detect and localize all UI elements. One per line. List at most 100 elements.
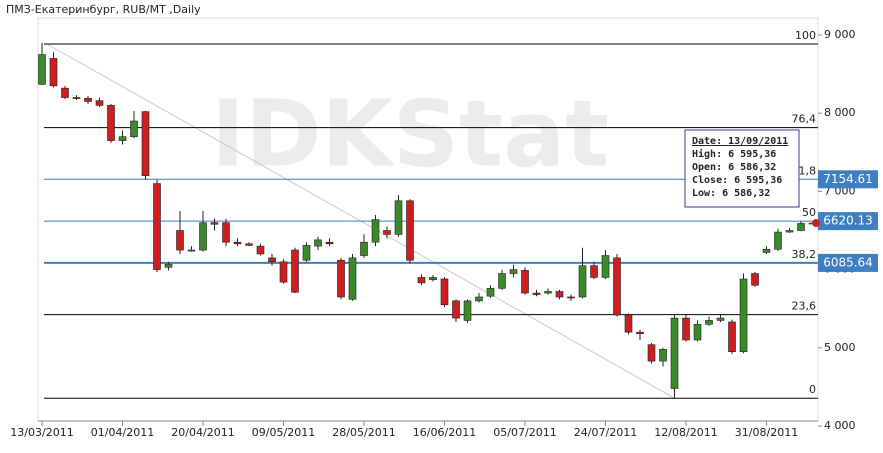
x-tick-label: 13/03/2011: [10, 426, 73, 439]
tooltip-low: Low: 6 586,32: [692, 188, 770, 199]
candle-body: [452, 300, 460, 319]
x-tick-label: 20/04/2011: [171, 426, 234, 439]
y-tick-label: 4 000: [824, 419, 856, 432]
candle-body: [797, 223, 805, 231]
candle-body: [509, 269, 518, 274]
candle-body: [61, 87, 69, 98]
price-box: [818, 253, 878, 272]
candle-body: [440, 278, 449, 306]
x-tick-label: 01/04/2011: [91, 426, 154, 439]
candle-body: [348, 257, 357, 300]
fib-label: 23,6: [792, 300, 817, 313]
candle-body: [670, 317, 679, 389]
y-tick-label: 5 000: [824, 341, 856, 354]
candle-body: [245, 243, 253, 246]
candle-body: [417, 277, 426, 284]
candle-body: [590, 265, 598, 278]
tooltip-high: High: 6 595,36: [692, 148, 776, 160]
tooltip-close: Close: 6 595,36: [692, 175, 782, 186]
candle-body: [716, 317, 725, 321]
candle-body: [279, 261, 288, 283]
price-box: [818, 212, 878, 231]
candle-body: [532, 292, 541, 295]
fib-label: 100: [795, 29, 816, 42]
candle-body: [613, 257, 621, 316]
candle-body: [383, 230, 391, 235]
candle-body: [199, 222, 207, 251]
price-box-label: 6085.64: [823, 255, 873, 269]
x-tick-label: 31/08/2011: [735, 426, 798, 439]
candle-body: [164, 263, 173, 268]
candle-body: [785, 230, 794, 233]
candle-body: [153, 183, 161, 270]
candle-body: [705, 320, 713, 325]
candle-body: [118, 136, 127, 141]
last-price-dot: [812, 219, 820, 228]
tooltip-box: [684, 129, 800, 208]
x-tick-label: 12/08/2011: [654, 426, 717, 439]
candle-body: [291, 249, 299, 293]
candle-body: [84, 98, 92, 102]
candle-body: [762, 248, 771, 253]
candle-body: [774, 231, 782, 250]
price-box-label: 6620.13: [823, 214, 873, 228]
candle-body: [95, 100, 104, 106]
candle-body: [176, 230, 184, 251]
candle-body: [601, 255, 610, 278]
candle-body: [325, 241, 334, 245]
candle-body: [302, 245, 311, 261]
fib-label: 50: [802, 206, 816, 219]
candle-body: [107, 105, 115, 141]
candle-body: [72, 97, 81, 99]
candle-body: [463, 300, 472, 321]
x-tick-label: 09/05/2011: [252, 426, 315, 439]
candle-body: [38, 54, 46, 85]
candle-body: [739, 278, 748, 353]
candle-body: [475, 296, 483, 302]
tooltip-open: Open: 6 586,32: [692, 162, 776, 173]
candle-body: [682, 317, 690, 341]
x-tick-label: 24/07/2011: [574, 426, 637, 439]
x-tick-label: 28/05/2011: [332, 426, 395, 439]
fib-label: 38,2: [792, 248, 817, 261]
candle-body: [555, 291, 564, 298]
watermark: IDKStat: [211, 80, 609, 187]
candle-body: [187, 249, 196, 252]
fib-label: 76,4: [792, 113, 817, 126]
candle-body: [394, 200, 403, 235]
chart-title: ПМЗ-Екатеринбург, RUB/MT ,Daily: [6, 3, 201, 16]
tooltip-date: Date: 13/09/2011: [692, 136, 788, 147]
candle-body: [406, 200, 414, 261]
candle-body: [141, 111, 150, 177]
candle-body: [371, 219, 380, 243]
candle-body: [360, 241, 368, 256]
candle-body: [210, 222, 219, 225]
candle-body: [429, 277, 437, 281]
candle-body: [659, 349, 667, 362]
candle-body: [49, 58, 58, 87]
candle-body: [521, 270, 529, 294]
candle-body: [498, 273, 506, 289]
candle-body: [578, 265, 587, 298]
candle-body: [256, 245, 265, 255]
candle-body: [233, 241, 242, 245]
x-tick-label: 05/07/2011: [493, 426, 556, 439]
candle-body: [728, 321, 736, 353]
y-tick-label: 9 000: [824, 28, 856, 41]
candle-body: [486, 288, 495, 297]
y-tick-label: 8 000: [824, 106, 856, 119]
x-tick-label: 16/06/2011: [413, 426, 476, 439]
candle-body: [636, 331, 644, 335]
candle-body: [647, 344, 656, 362]
candle-body: [624, 314, 633, 333]
candle-body: [337, 259, 345, 298]
candle-body: [751, 273, 759, 286]
candle-body: [544, 291, 552, 294]
candle-body: [222, 222, 230, 243]
candle-body: [268, 257, 276, 263]
candle-body: [130, 120, 138, 137]
candle-body: [693, 324, 702, 341]
candle-body: [314, 239, 322, 247]
